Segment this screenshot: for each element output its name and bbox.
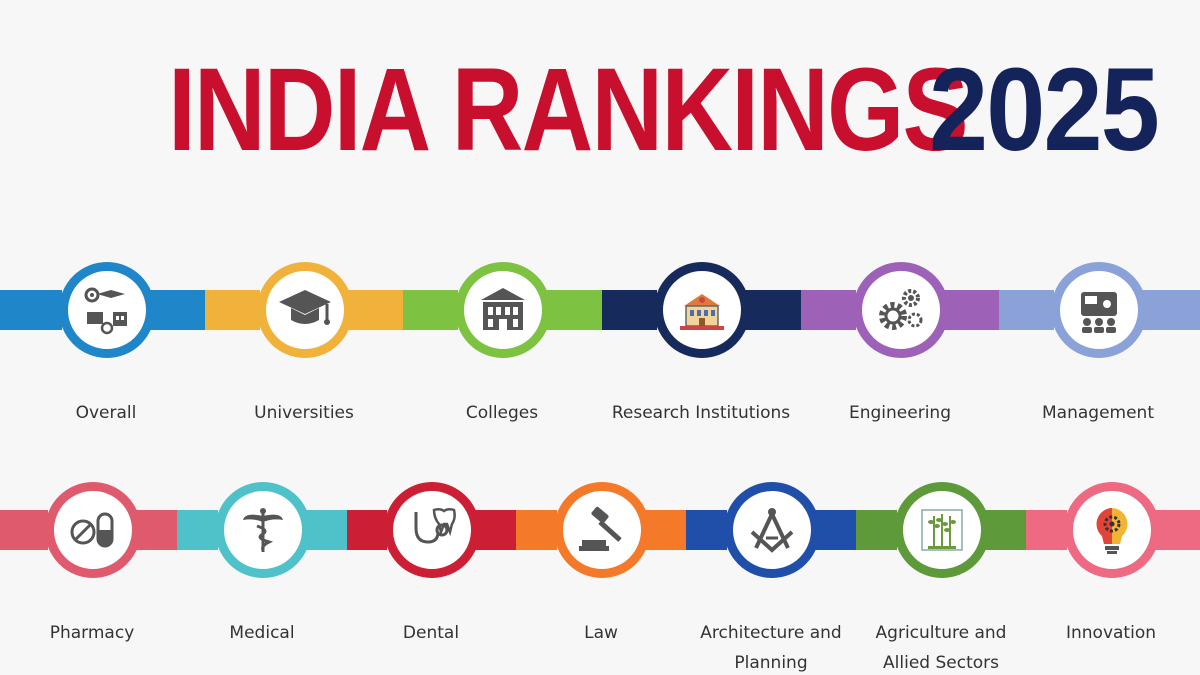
tooth-stethoscope-icon bbox=[384, 482, 480, 578]
category-label: Medical bbox=[229, 623, 295, 643]
row1-connector bbox=[403, 290, 458, 330]
row1-connector bbox=[0, 290, 62, 330]
bulb-gear-icon bbox=[1064, 482, 1160, 578]
row1-connector bbox=[205, 290, 260, 330]
connector-segment bbox=[944, 290, 999, 330]
college-building-icon bbox=[455, 262, 551, 358]
row2-connector bbox=[1026, 510, 1067, 550]
category-label: Law bbox=[584, 623, 618, 643]
connector-segment bbox=[475, 510, 516, 550]
caduceus-icon bbox=[215, 482, 311, 578]
gears-icon bbox=[853, 262, 949, 358]
wheat-icon bbox=[894, 482, 990, 578]
row2-connector bbox=[686, 510, 727, 550]
row1-connector bbox=[999, 290, 1054, 330]
category-label: Pharmacy bbox=[49, 623, 135, 643]
category-label: Dental bbox=[402, 623, 460, 643]
category-row-1: Overall Universities bbox=[0, 262, 1200, 442]
gavel-icon bbox=[554, 482, 650, 578]
title-main: INDIA RANKINGS bbox=[168, 44, 969, 176]
connector-segment bbox=[348, 290, 403, 330]
row1-connector bbox=[800, 290, 856, 330]
connector-segment bbox=[985, 510, 1026, 550]
compass-square-icon bbox=[724, 482, 820, 578]
connector-segment bbox=[745, 290, 801, 330]
category-label: Management bbox=[1042, 403, 1154, 423]
row2-connector bbox=[856, 510, 897, 550]
category-row-2: Pharmacy Medical Dental bbox=[0, 482, 1200, 675]
category-label: Innovation bbox=[1065, 623, 1156, 643]
row2-connector bbox=[1155, 510, 1200, 550]
title-year: 2025 bbox=[929, 44, 1160, 176]
connector-segment bbox=[136, 510, 177, 550]
category-label: Overall bbox=[75, 403, 137, 423]
row2-connector bbox=[177, 510, 218, 550]
category-label: Research Institutions bbox=[611, 403, 791, 423]
category-label: Universities bbox=[254, 403, 354, 423]
row2-connector bbox=[516, 510, 557, 550]
category-label: Architecture and Planning bbox=[700, 623, 842, 673]
connector-segment bbox=[546, 290, 602, 330]
connector-segment bbox=[645, 510, 686, 550]
row1-connector bbox=[601, 290, 657, 330]
connector-segment bbox=[815, 510, 856, 550]
pill-icon bbox=[45, 482, 141, 578]
graduation-cap-icon bbox=[257, 262, 353, 358]
category-label: Engineering bbox=[849, 403, 951, 423]
category-label: Colleges bbox=[465, 403, 539, 423]
overall-icon bbox=[59, 262, 155, 358]
row2-connector bbox=[346, 510, 387, 550]
page-title: INDIA RANKINGS2025 bbox=[0, 40, 1200, 180]
presentation-icon bbox=[1051, 262, 1147, 358]
connector-segment bbox=[306, 510, 347, 550]
connector-segment bbox=[150, 290, 205, 330]
category-label: Agriculture and Allied Sectors bbox=[875, 623, 1007, 673]
row1-connector bbox=[1142, 290, 1200, 330]
row2-connector bbox=[0, 510, 48, 550]
research-building-icon bbox=[654, 262, 750, 358]
